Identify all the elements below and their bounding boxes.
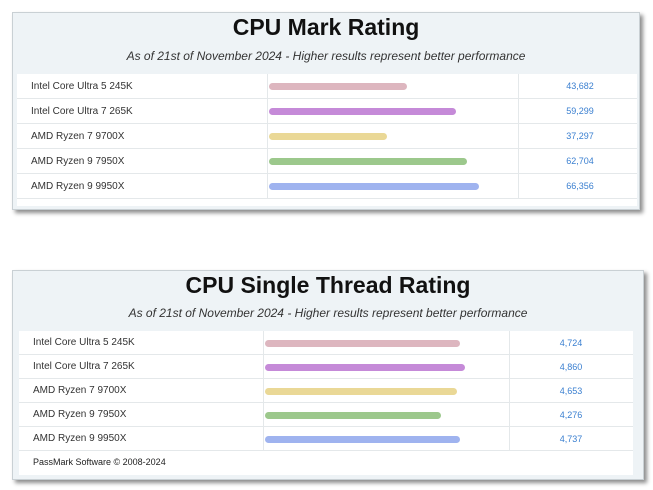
cpu-name: Intel Core Ultra 5 245K bbox=[33, 337, 135, 348]
score-bar bbox=[265, 388, 457, 395]
score-bar bbox=[269, 133, 387, 140]
cpu-name: Intel Core Ultra 7 265K bbox=[33, 361, 135, 372]
score-value[interactable]: 66,356 bbox=[566, 181, 594, 191]
table-row[interactable]: AMD Ryzen 7 9700X 37,297 bbox=[17, 124, 637, 149]
column-divider bbox=[263, 379, 264, 402]
score-value[interactable]: 62,704 bbox=[566, 156, 594, 166]
cpu-name: AMD Ryzen 9 9950X bbox=[33, 433, 127, 444]
column-divider bbox=[267, 99, 268, 123]
score-bar bbox=[265, 364, 465, 371]
table-row[interactable]: Intel Core Ultra 7 265K 59,299 bbox=[17, 99, 637, 124]
column-divider bbox=[509, 403, 510, 426]
score-value[interactable]: 43,682 bbox=[566, 81, 594, 91]
chart-subtitle: As of 21st of November 2024 - Higher res… bbox=[126, 49, 526, 63]
chart-title: CPU Mark Rating bbox=[232, 14, 420, 40]
column-divider bbox=[509, 427, 510, 450]
table-row[interactable]: AMD Ryzen 7 9700X 4,653 bbox=[19, 379, 633, 403]
column-divider bbox=[263, 331, 264, 354]
chart-subtitle: As of 21st of November 2024 - Higher res… bbox=[128, 306, 528, 320]
score-value[interactable]: 4,737 bbox=[559, 434, 583, 444]
cpu-name: AMD Ryzen 9 7950X bbox=[33, 409, 127, 420]
cpu-name: Intel Core Ultra 7 265K bbox=[31, 106, 133, 117]
cpu-mark-panel: CPU Mark Rating As of 21st of November 2… bbox=[12, 12, 640, 210]
column-divider bbox=[263, 403, 264, 426]
column-divider bbox=[509, 379, 510, 402]
chart-title: CPU Single Thread Rating bbox=[185, 272, 471, 298]
cpu-name: AMD Ryzen 9 7950X bbox=[31, 156, 125, 167]
table-row[interactable]: Intel Core Ultra 5 245K 43,682 bbox=[17, 74, 637, 99]
cpu-mark-table: Intel Core Ultra 5 245K 43,682 Intel Core … bbox=[17, 74, 637, 206]
column-divider bbox=[518, 174, 519, 198]
column-divider bbox=[518, 74, 519, 98]
column-divider bbox=[263, 355, 264, 378]
score-value[interactable]: 59,299 bbox=[566, 106, 594, 116]
column-divider bbox=[267, 174, 268, 198]
score-value[interactable]: 4,860 bbox=[559, 362, 583, 372]
cpu-name: AMD Ryzen 9 9950X bbox=[31, 181, 125, 192]
column-divider bbox=[518, 124, 519, 148]
score-bar bbox=[269, 83, 407, 90]
score-bar bbox=[269, 108, 456, 115]
score-value[interactable]: 37,297 bbox=[566, 131, 594, 141]
column-divider bbox=[509, 331, 510, 354]
cpu-name: AMD Ryzen 7 9700X bbox=[33, 385, 127, 396]
score-bar bbox=[269, 158, 467, 165]
table-row[interactable]: Intel Core Ultra 5 245K 4,724 bbox=[19, 331, 633, 355]
table-row[interactable]: AMD Ryzen 9 7950X 4,276 bbox=[19, 403, 633, 427]
score-value[interactable]: 4,653 bbox=[559, 386, 583, 396]
column-divider bbox=[518, 99, 519, 123]
column-divider bbox=[267, 74, 268, 98]
cpu-name: AMD Ryzen 7 9700X bbox=[31, 131, 125, 142]
single-thread-panel: CPU Single Thread Rating As of 21st of N… bbox=[12, 270, 644, 480]
column-divider bbox=[267, 124, 268, 148]
score-value[interactable]: 4,276 bbox=[559, 410, 583, 420]
column-divider bbox=[263, 427, 264, 450]
score-bar bbox=[265, 340, 460, 347]
cpu-name: Intel Core Ultra 5 245K bbox=[31, 81, 133, 92]
table-row[interactable]: AMD Ryzen 9 7950X 62,704 bbox=[17, 149, 637, 174]
table-row[interactable]: AMD Ryzen 9 9950X 66,356 bbox=[17, 174, 637, 199]
table-row[interactable]: Intel Core Ultra 7 265K 4,860 bbox=[19, 355, 633, 379]
column-divider bbox=[267, 149, 268, 173]
single-thread-table: PassMark Software © 2008-2024 Intel Core… bbox=[19, 331, 633, 475]
score-bar bbox=[265, 412, 441, 419]
score-bar bbox=[269, 183, 479, 190]
table-row[interactable]: AMD Ryzen 9 9950X 4,737 bbox=[19, 427, 633, 451]
column-divider bbox=[518, 149, 519, 173]
score-value[interactable]: 4,724 bbox=[559, 338, 583, 348]
column-divider bbox=[509, 355, 510, 378]
copyright-footer: PassMark Software © 2008-2024 bbox=[33, 457, 166, 467]
score-bar bbox=[265, 436, 460, 443]
